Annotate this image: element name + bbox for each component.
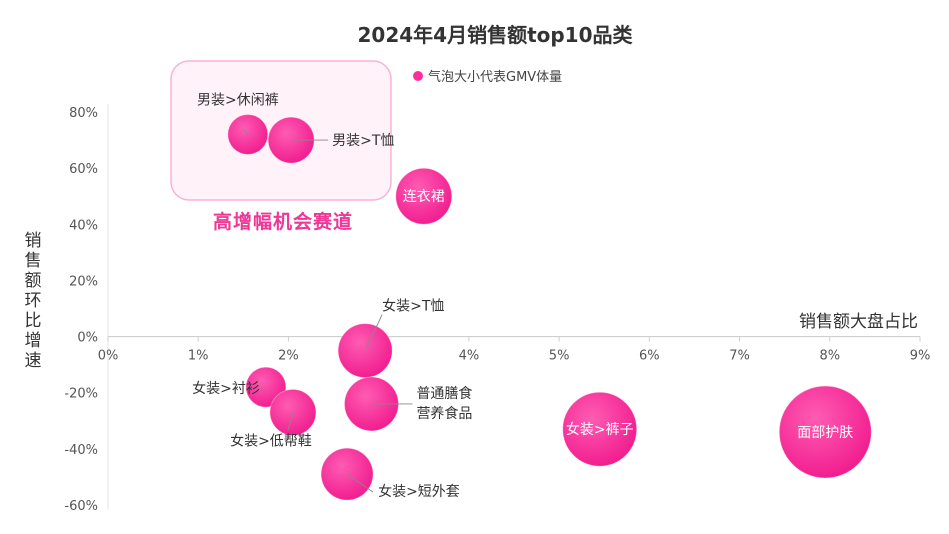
y-tick-label: 0% — [77, 331, 98, 346]
bubble-label: 女装>低帮鞋 — [230, 432, 312, 449]
leader-line — [346, 473, 374, 493]
x-tick-label: 8% — [819, 349, 840, 364]
x-tick-label: 7% — [729, 349, 750, 364]
x-tick-label: 1% — [188, 349, 209, 364]
bubble-label: 女装>短外套 — [378, 483, 460, 500]
y-axis-title-char: 环 — [25, 291, 42, 311]
y-axis-title-char: 增 — [25, 331, 42, 351]
y-tick-label: 60% — [69, 162, 98, 177]
bubble-label: 男装>休闲裤 — [197, 92, 279, 108]
y-axis-title-char: 售 — [25, 251, 42, 271]
bubble-label: 营养食品 — [416, 405, 472, 422]
bubble — [562, 391, 638, 467]
y-tick-label: -20% — [64, 387, 98, 402]
y-tick-label: 40% — [69, 218, 98, 233]
leader-line — [242, 128, 249, 135]
bubble-label: 男装>T恤 — [332, 133, 394, 149]
bubble-label: 女装>裤子 — [566, 421, 634, 438]
bubble — [778, 385, 872, 479]
x-tick-label: 0% — [98, 349, 119, 364]
legend-text: 气泡大小代表GMV体量 — [428, 69, 562, 85]
bubble-label: 普通膳食 — [416, 385, 472, 402]
x-tick-label: 2% — [278, 349, 299, 364]
bubble — [395, 167, 453, 225]
y-tick-label: 80% — [69, 106, 98, 121]
leader-line — [259, 386, 267, 390]
x-tick-label: 6% — [639, 349, 660, 364]
y-axis-title-char: 比 — [25, 311, 42, 331]
x-axis-title: 销售额大盘占比 — [799, 312, 918, 332]
x-tick-label: 4% — [459, 349, 480, 364]
bubble-label: 女装>T恤 — [382, 298, 444, 315]
y-axis-ticks: 80% 60% 40% 20% 0% -20% -40% -60% — [64, 104, 109, 514]
legend-marker — [413, 71, 423, 81]
x-tick-label: 9% — [910, 349, 931, 364]
y-tick-label: 20% — [69, 274, 98, 289]
y-axis-title-char: 额 — [25, 271, 42, 291]
annotation-label: 高增幅机会赛道 — [213, 210, 353, 233]
bubble-label: 面部护肤 — [797, 425, 853, 441]
x-tick-label: 5% — [549, 349, 570, 364]
x-axis: 0%1%2%3%4%5%6%7%8%9% — [98, 335, 931, 364]
y-tick-label: -60% — [64, 499, 98, 514]
y-axis-title-char: 销 — [25, 231, 42, 251]
leader-line — [287, 412, 294, 431]
chart-title: 2024年4月销售额top10品类 — [357, 23, 632, 47]
y-tick-label: -40% — [64, 443, 98, 458]
bubble-label: 女装>衬衫 — [192, 380, 260, 397]
bubble-label: 连衣裙 — [403, 189, 445, 205]
leader-line — [364, 314, 383, 351]
y-axis-title-char: 速 — [25, 351, 42, 371]
